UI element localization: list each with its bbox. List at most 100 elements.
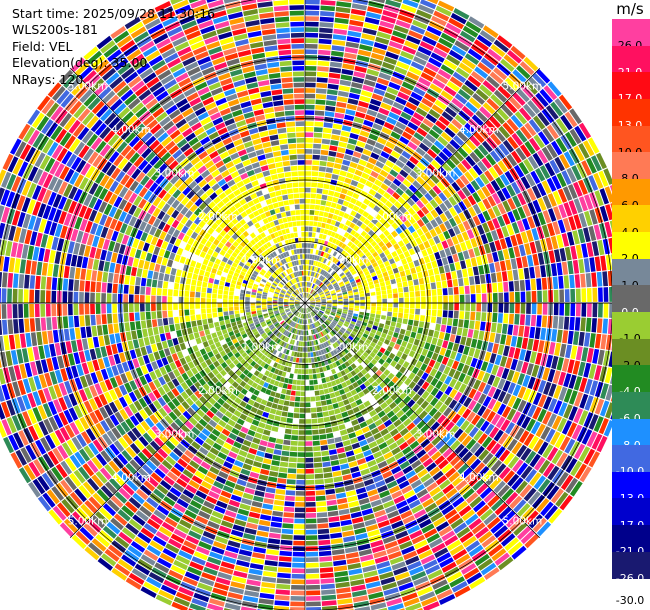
velocity-gate bbox=[313, 272, 317, 278]
velocity-gate bbox=[421, 390, 430, 400]
velocity-gate bbox=[310, 248, 314, 254]
velocity-gate bbox=[344, 47, 358, 54]
velocity-gate bbox=[278, 382, 284, 388]
velocity-gate bbox=[453, 286, 459, 295]
velocity-gate bbox=[382, 164, 392, 173]
velocity-gate bbox=[370, 170, 379, 179]
velocity-gate bbox=[242, 492, 254, 500]
velocity-gate bbox=[294, 310, 298, 315]
velocity-gate bbox=[385, 320, 391, 326]
velocity-gate bbox=[323, 314, 329, 318]
velocity-gate bbox=[413, 576, 429, 586]
velocity-gate bbox=[350, 179, 359, 187]
velocity-gate bbox=[356, 281, 362, 286]
velocity-gate bbox=[311, 266, 315, 271]
velocity-gate bbox=[406, 35, 421, 45]
velocity-gate bbox=[372, 338, 379, 344]
velocity-gate bbox=[353, 71, 366, 79]
velocity-gate bbox=[569, 316, 575, 331]
velocity-gate bbox=[419, 172, 430, 182]
velocity-gate bbox=[426, 482, 438, 492]
velocity-gate bbox=[393, 355, 400, 363]
velocity-gate bbox=[281, 335, 286, 341]
velocity-gate bbox=[180, 545, 195, 555]
velocity-gate bbox=[332, 238, 337, 244]
velocity-gate bbox=[329, 331, 334, 337]
velocity-gate bbox=[517, 192, 527, 206]
velocity-gate bbox=[331, 280, 337, 285]
velocity-gate bbox=[149, 540, 164, 552]
velocity-gate bbox=[281, 388, 287, 395]
velocity-gate bbox=[326, 305, 332, 308]
velocity-gate bbox=[319, 355, 324, 361]
velocity-gate bbox=[363, 119, 374, 128]
velocity-gate bbox=[403, 335, 410, 342]
velocity-gate bbox=[385, 141, 396, 150]
velocity-gate bbox=[444, 106, 457, 118]
velocity-gate bbox=[328, 78, 340, 85]
velocity-gate bbox=[569, 108, 582, 125]
velocity-gate bbox=[323, 279, 328, 284]
velocity-gate bbox=[352, 476, 363, 484]
velocity-gate bbox=[583, 258, 591, 273]
velocity-gate bbox=[541, 315, 548, 328]
velocity-gate bbox=[388, 442, 398, 451]
velocity-gate bbox=[307, 287, 310, 293]
velocity-gate bbox=[320, 149, 329, 156]
velocity-gate bbox=[201, 572, 217, 581]
velocity-gate bbox=[309, 298, 315, 301]
velocity-gate bbox=[570, 245, 578, 260]
velocity-gate bbox=[315, 495, 326, 501]
velocity-gate bbox=[274, 330, 280, 336]
velocity-gate bbox=[180, 454, 192, 464]
velocity-gate bbox=[526, 363, 534, 376]
velocity-gate bbox=[532, 199, 542, 213]
velocity-gate bbox=[326, 266, 331, 272]
velocity-gate bbox=[285, 343, 290, 349]
velocity-gate bbox=[297, 374, 302, 380]
velocity-gate bbox=[332, 197, 339, 203]
velocity-gate bbox=[337, 234, 343, 241]
velocity-gate bbox=[387, 311, 393, 317]
velocity-gate bbox=[370, 240, 378, 247]
velocity-gate bbox=[484, 351, 492, 362]
velocity-gate bbox=[311, 418, 318, 424]
velocity-gate bbox=[458, 558, 474, 570]
velocity-gate bbox=[506, 153, 518, 167]
velocity-gate bbox=[521, 416, 531, 429]
velocity-gate bbox=[497, 403, 507, 416]
velocity-gate bbox=[508, 247, 515, 259]
velocity-gate bbox=[272, 510, 283, 517]
velocity-gate bbox=[383, 121, 395, 131]
velocity-gate bbox=[307, 352, 311, 358]
velocity-gate bbox=[371, 303, 376, 307]
velocity-gate bbox=[517, 386, 527, 399]
velocity-gate bbox=[339, 329, 345, 334]
velocity-gate bbox=[567, 260, 574, 275]
velocity-gate bbox=[512, 325, 519, 336]
velocity-gate bbox=[332, 554, 346, 561]
velocity-gate bbox=[408, 261, 415, 269]
velocity-gate bbox=[337, 346, 343, 352]
velocity-gate bbox=[599, 188, 609, 205]
velocity-gate bbox=[287, 473, 296, 479]
velocity-gate bbox=[360, 296, 365, 300]
velocity-gate bbox=[375, 160, 385, 169]
velocity-gate bbox=[319, 310, 324, 314]
velocity-gate bbox=[350, 356, 357, 363]
velocity-gate bbox=[464, 471, 477, 483]
velocity-gate bbox=[547, 446, 559, 462]
velocity-gate bbox=[247, 573, 262, 581]
velocity-gate bbox=[509, 495, 523, 509]
velocity-gate bbox=[308, 294, 311, 299]
velocity-gate bbox=[563, 388, 573, 403]
velocity-gate bbox=[331, 321, 337, 326]
velocity-gate bbox=[272, 385, 278, 392]
velocity-gate bbox=[589, 333, 596, 348]
velocity-gate bbox=[410, 267, 417, 274]
velocity-gate bbox=[344, 340, 350, 346]
velocity-gate bbox=[241, 498, 252, 506]
velocity-gate bbox=[278, 326, 283, 332]
velocity-gate bbox=[243, 376, 250, 383]
velocity-gate bbox=[325, 105, 336, 112]
